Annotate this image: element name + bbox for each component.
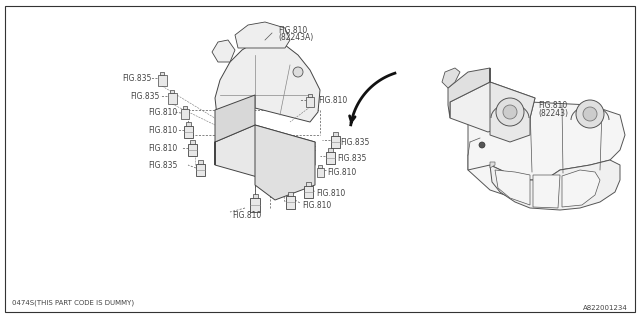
Polygon shape bbox=[215, 125, 315, 182]
Text: FIG.810: FIG.810 bbox=[302, 201, 332, 210]
Text: FIG.810: FIG.810 bbox=[538, 100, 567, 109]
Polygon shape bbox=[212, 40, 235, 62]
Bar bbox=[333, 132, 337, 136]
Text: FIG.835: FIG.835 bbox=[340, 138, 369, 147]
Polygon shape bbox=[490, 162, 495, 168]
Bar bbox=[188, 144, 196, 156]
Text: FIG.835: FIG.835 bbox=[122, 74, 152, 83]
Polygon shape bbox=[468, 155, 560, 202]
Text: (82243): (82243) bbox=[538, 108, 568, 117]
Bar bbox=[250, 198, 260, 212]
Text: FIG.835: FIG.835 bbox=[148, 161, 177, 170]
Polygon shape bbox=[450, 82, 535, 132]
Bar bbox=[253, 194, 257, 198]
Bar bbox=[317, 164, 323, 167]
Text: FIG.810: FIG.810 bbox=[327, 167, 356, 177]
Text: FIG.810: FIG.810 bbox=[148, 143, 177, 153]
Bar bbox=[330, 136, 339, 148]
Text: 0474S(THIS PART CODE IS DUMMY): 0474S(THIS PART CODE IS DUMMY) bbox=[12, 300, 134, 306]
Bar bbox=[303, 186, 312, 198]
Bar bbox=[160, 71, 164, 75]
Circle shape bbox=[496, 98, 524, 126]
Circle shape bbox=[479, 142, 485, 148]
Bar bbox=[306, 97, 314, 107]
Text: (82243A): (82243A) bbox=[278, 33, 313, 42]
Bar bbox=[183, 106, 187, 109]
Text: FIG.835: FIG.835 bbox=[130, 92, 159, 100]
Polygon shape bbox=[448, 68, 490, 118]
Polygon shape bbox=[215, 40, 320, 125]
Bar bbox=[186, 122, 191, 126]
Text: A822001234: A822001234 bbox=[583, 305, 628, 311]
Text: FIG.810: FIG.810 bbox=[278, 26, 307, 35]
Text: FIG.810: FIG.810 bbox=[318, 95, 348, 105]
Polygon shape bbox=[255, 125, 315, 200]
Polygon shape bbox=[215, 95, 255, 165]
Circle shape bbox=[576, 100, 604, 128]
Text: FIG.810: FIG.810 bbox=[232, 211, 261, 220]
Bar bbox=[285, 196, 294, 209]
Bar bbox=[181, 109, 189, 119]
Text: FIG.810: FIG.810 bbox=[316, 189, 345, 198]
Polygon shape bbox=[490, 160, 620, 210]
Bar bbox=[157, 75, 166, 85]
Polygon shape bbox=[562, 170, 600, 207]
Polygon shape bbox=[468, 102, 625, 180]
Bar bbox=[189, 140, 195, 144]
Circle shape bbox=[293, 67, 303, 77]
Bar bbox=[308, 94, 312, 97]
Circle shape bbox=[503, 105, 517, 119]
Bar bbox=[168, 92, 177, 103]
Bar bbox=[184, 126, 193, 138]
Polygon shape bbox=[490, 68, 535, 142]
Bar bbox=[305, 182, 310, 186]
Bar bbox=[317, 167, 323, 177]
Bar bbox=[326, 152, 335, 164]
Polygon shape bbox=[495, 170, 530, 205]
Bar bbox=[287, 191, 292, 196]
Text: FIG.810: FIG.810 bbox=[148, 108, 177, 116]
Bar bbox=[170, 90, 174, 92]
Circle shape bbox=[583, 107, 597, 121]
Bar bbox=[195, 164, 205, 176]
Bar bbox=[198, 160, 202, 164]
Text: FIG.810: FIG.810 bbox=[148, 125, 177, 134]
Polygon shape bbox=[533, 175, 560, 208]
Polygon shape bbox=[442, 68, 460, 88]
Bar bbox=[328, 148, 333, 152]
Text: FIG.835: FIG.835 bbox=[337, 154, 366, 163]
Polygon shape bbox=[235, 22, 290, 48]
